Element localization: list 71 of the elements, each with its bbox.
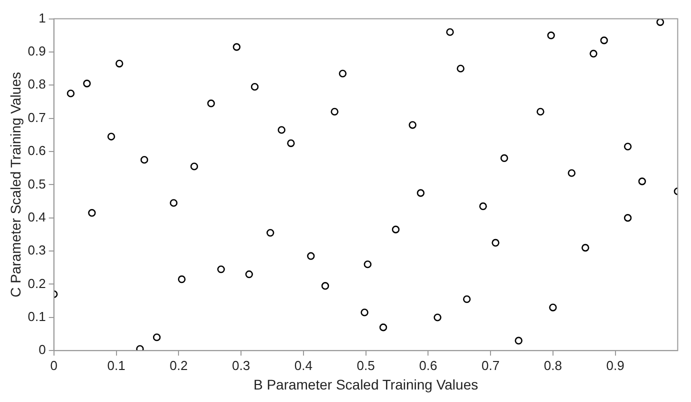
point (392, 226, 400, 234)
point (446, 28, 454, 36)
point (547, 32, 555, 40)
x-tick-label: 0.8 (544, 358, 562, 373)
point (462, 295, 471, 304)
point (624, 142, 632, 150)
point (66, 90, 75, 98)
point (136, 345, 144, 351)
point (287, 139, 295, 148)
point (278, 126, 286, 134)
y-tick-label: 0.1 (28, 309, 46, 324)
point (582, 244, 590, 252)
y-tick-label: 0.6 (28, 143, 46, 158)
point (152, 333, 161, 342)
x-tick-label: 0.9 (606, 358, 624, 373)
point (568, 169, 576, 177)
x-tick-label: 0.5 (356, 358, 375, 373)
point (266, 228, 274, 237)
point (549, 304, 557, 312)
point (88, 209, 96, 217)
x-tick-label: 0.1 (107, 358, 126, 373)
point (360, 308, 368, 316)
point (107, 132, 116, 140)
point (416, 189, 425, 197)
y-tick-label: 0.2 (28, 276, 46, 291)
x-tick-label: 0.6 (419, 358, 438, 373)
point (330, 108, 338, 116)
point (408, 121, 416, 129)
point (456, 64, 464, 72)
x-tick-label: 0 (50, 358, 58, 373)
point (321, 282, 330, 290)
x-tick-label: 0.3 (232, 358, 250, 373)
y-tick-label: 0.7 (28, 110, 46, 125)
y-tick-label: 0.4 (28, 209, 46, 224)
point (217, 265, 225, 274)
point (250, 82, 259, 91)
point (116, 60, 124, 68)
point (638, 178, 646, 186)
x-tick-label: 0.2 (170, 358, 188, 373)
point (190, 162, 198, 170)
point (479, 202, 487, 210)
point (434, 314, 442, 322)
y-tick-label: 0.5 (28, 176, 46, 192)
point (536, 108, 544, 116)
point (207, 100, 215, 108)
x-axis-title: B Parameter Scaled Training Values (253, 376, 478, 392)
y-tick-label: 0.3 (28, 242, 46, 258)
point (83, 80, 91, 88)
y-axis-title: C Parameter Scaled Training Values (7, 72, 24, 298)
point (600, 36, 608, 44)
point (590, 50, 598, 58)
point (140, 156, 148, 164)
y-tick-label: 0 (38, 342, 46, 358)
point (170, 199, 178, 207)
point (245, 270, 253, 278)
y-tick-label: 0.9 (28, 44, 46, 59)
point (492, 238, 500, 247)
x-tick-label: 0.4 (294, 358, 312, 373)
point (500, 154, 508, 162)
point (656, 18, 664, 26)
point (514, 336, 522, 344)
point (364, 260, 372, 268)
point (307, 252, 315, 260)
x-tick-label: 0.7 (482, 358, 500, 373)
point (624, 214, 632, 222)
y-tick-label: 1 (38, 10, 46, 26)
point (232, 43, 241, 51)
point (379, 324, 388, 332)
y-tick-label: 0.8 (28, 76, 46, 92)
point (178, 275, 186, 284)
point (338, 70, 347, 78)
